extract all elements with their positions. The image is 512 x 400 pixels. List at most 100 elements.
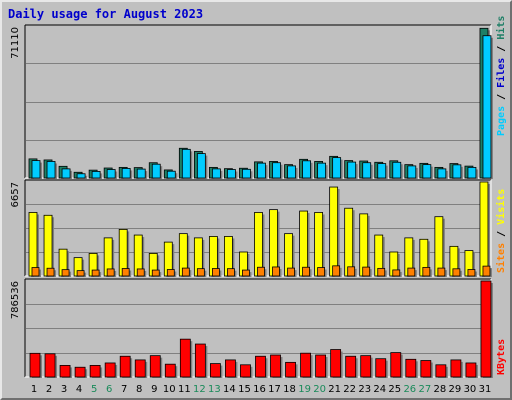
files-bar-day-28	[437, 168, 447, 179]
bottom-panel-legend: KBytes	[496, 339, 507, 375]
x-tick-label-day-7: 7	[121, 384, 127, 395]
sites-bar-day-9	[151, 269, 160, 277]
middle-panel-legend-part-1: Sites	[495, 243, 507, 273]
sites-bar-day-28	[437, 267, 446, 277]
kbytes-bar-day-11	[179, 338, 191, 378]
files-bar-day-11	[181, 148, 191, 179]
visits-bar-day-23	[359, 213, 369, 277]
kbytes-bar-day-13	[209, 363, 221, 378]
visits-bar-day-16	[254, 212, 263, 277]
files-bar-day-8	[136, 168, 146, 179]
kbytes-bar-day-19	[300, 352, 311, 378]
kbytes-bar-day-4	[74, 366, 86, 378]
visits-bar-day-1	[28, 212, 38, 277]
x-tick-label-day-27: 27	[418, 384, 431, 395]
top-panel-legend-part-1: Pages	[496, 106, 507, 136]
kbytes-bar-day-31	[480, 280, 492, 378]
kbytes-bar-day-29	[450, 359, 462, 378]
kbytes-bar-day-26	[405, 358, 417, 378]
x-tick-label-day-6: 6	[106, 384, 112, 395]
bottom-panel-legend-part-1: KBytes	[496, 339, 507, 375]
x-tick-label-day-14: 14	[223, 384, 236, 395]
x-tick-label-day-3: 3	[61, 384, 67, 395]
files-bar-day-23	[362, 162, 372, 179]
sites-bar-day-15	[242, 269, 250, 277]
x-tick-label-day-13: 13	[208, 384, 221, 395]
kbytes-bar-day-6	[104, 362, 116, 378]
kbytes-bar-day-10	[164, 363, 176, 378]
sites-bar-day-29	[452, 268, 461, 277]
top-panel-legend: Pages / Files / Hits	[495, 16, 507, 136]
sites-bar-day-3	[61, 269, 70, 277]
files-bar-day-15	[242, 168, 251, 179]
sites-bar-day-17	[272, 266, 280, 277]
sites-bar-day-10	[166, 269, 175, 277]
sites-bar-day-8	[136, 268, 145, 277]
sites-bar-day-1	[31, 267, 40, 277]
visits-bar-day-2	[43, 214, 53, 277]
visits-bar-day-21	[329, 186, 339, 277]
kbytes-bar-day-20	[315, 354, 327, 378]
sites-bar-day-19	[302, 266, 310, 277]
sites-bar-day-22	[347, 266, 356, 277]
top-panel-legend-part-4: /	[496, 46, 507, 58]
top-panel-legend-part-2: /	[496, 94, 507, 106]
kbytes-bar-day-12	[194, 343, 206, 378]
top-panel-max-label: 71110	[10, 27, 21, 59]
files-bar-day-13	[211, 168, 221, 179]
top-panel-legend-part-3: Files	[495, 58, 507, 94]
files-bar-day-14	[227, 169, 236, 179]
x-tick-label-day-16: 16	[253, 384, 266, 395]
x-tick-label-day-29: 29	[449, 384, 462, 395]
visits-bar-day-17	[269, 209, 278, 277]
x-tick-label-day-21: 21	[328, 384, 341, 395]
files-bar-day-16	[257, 162, 266, 179]
sites-bar-day-14	[227, 268, 235, 277]
x-tick-label-day-24: 24	[373, 384, 386, 395]
bottom-panel-max-label: 786536	[10, 281, 21, 319]
visits-bar-day-28	[434, 216, 444, 277]
kbytes-bar-day-14	[225, 359, 236, 378]
sites-bar-day-26	[407, 267, 416, 277]
x-tick-label-day-28: 28	[434, 384, 447, 395]
files-bar-day-12	[196, 153, 206, 179]
kbytes-bar-day-30	[465, 362, 477, 378]
files-bar-day-21	[332, 157, 342, 179]
files-bar-day-2	[46, 161, 56, 179]
visits-bar-day-19	[299, 210, 308, 277]
files-bar-day-22	[347, 161, 357, 179]
x-tick-label-day-17: 17	[268, 384, 281, 395]
sites-bar-day-7	[121, 268, 130, 277]
files-bar-day-3	[61, 168, 71, 179]
kbytes-bar-day-7	[119, 355, 131, 378]
sites-bar-day-27	[422, 266, 431, 277]
files-bar-day-1	[31, 160, 41, 179]
x-tick-label-day-9: 9	[151, 384, 157, 395]
files-bar-day-17	[272, 162, 281, 179]
x-tick-label-day-23: 23	[358, 384, 371, 395]
sites-bar-day-24	[377, 267, 386, 277]
sites-bar-day-25	[392, 269, 401, 277]
chart-title: Daily usage for August 2023	[8, 7, 203, 21]
files-bar-day-5	[91, 171, 101, 179]
top-panel-plot-bg	[25, 25, 491, 178]
files-bar-day-10	[166, 170, 176, 179]
x-tick-label-day-8: 8	[136, 384, 142, 395]
x-tick-label-day-15: 15	[238, 384, 251, 395]
visits-bar-day-22	[344, 207, 354, 277]
files-bar-day-31	[482, 35, 492, 179]
files-bar-day-9	[151, 163, 161, 179]
sites-bar-day-5	[91, 269, 100, 277]
files-bar-day-6	[106, 169, 116, 179]
files-bar-day-20	[317, 162, 327, 179]
kbytes-bar-day-1	[29, 352, 41, 378]
x-tick-label-day-10: 10	[163, 384, 176, 395]
sites-bar-day-20	[317, 267, 326, 277]
middle-panel-legend-part-3: Visits	[495, 189, 507, 231]
x-tick-label-day-30: 30	[464, 384, 477, 395]
x-tick-label-day-20: 20	[313, 384, 326, 395]
x-tick-label-day-11: 11	[178, 384, 191, 395]
sites-bar-day-23	[362, 266, 371, 277]
files-bar-day-18	[287, 165, 296, 179]
